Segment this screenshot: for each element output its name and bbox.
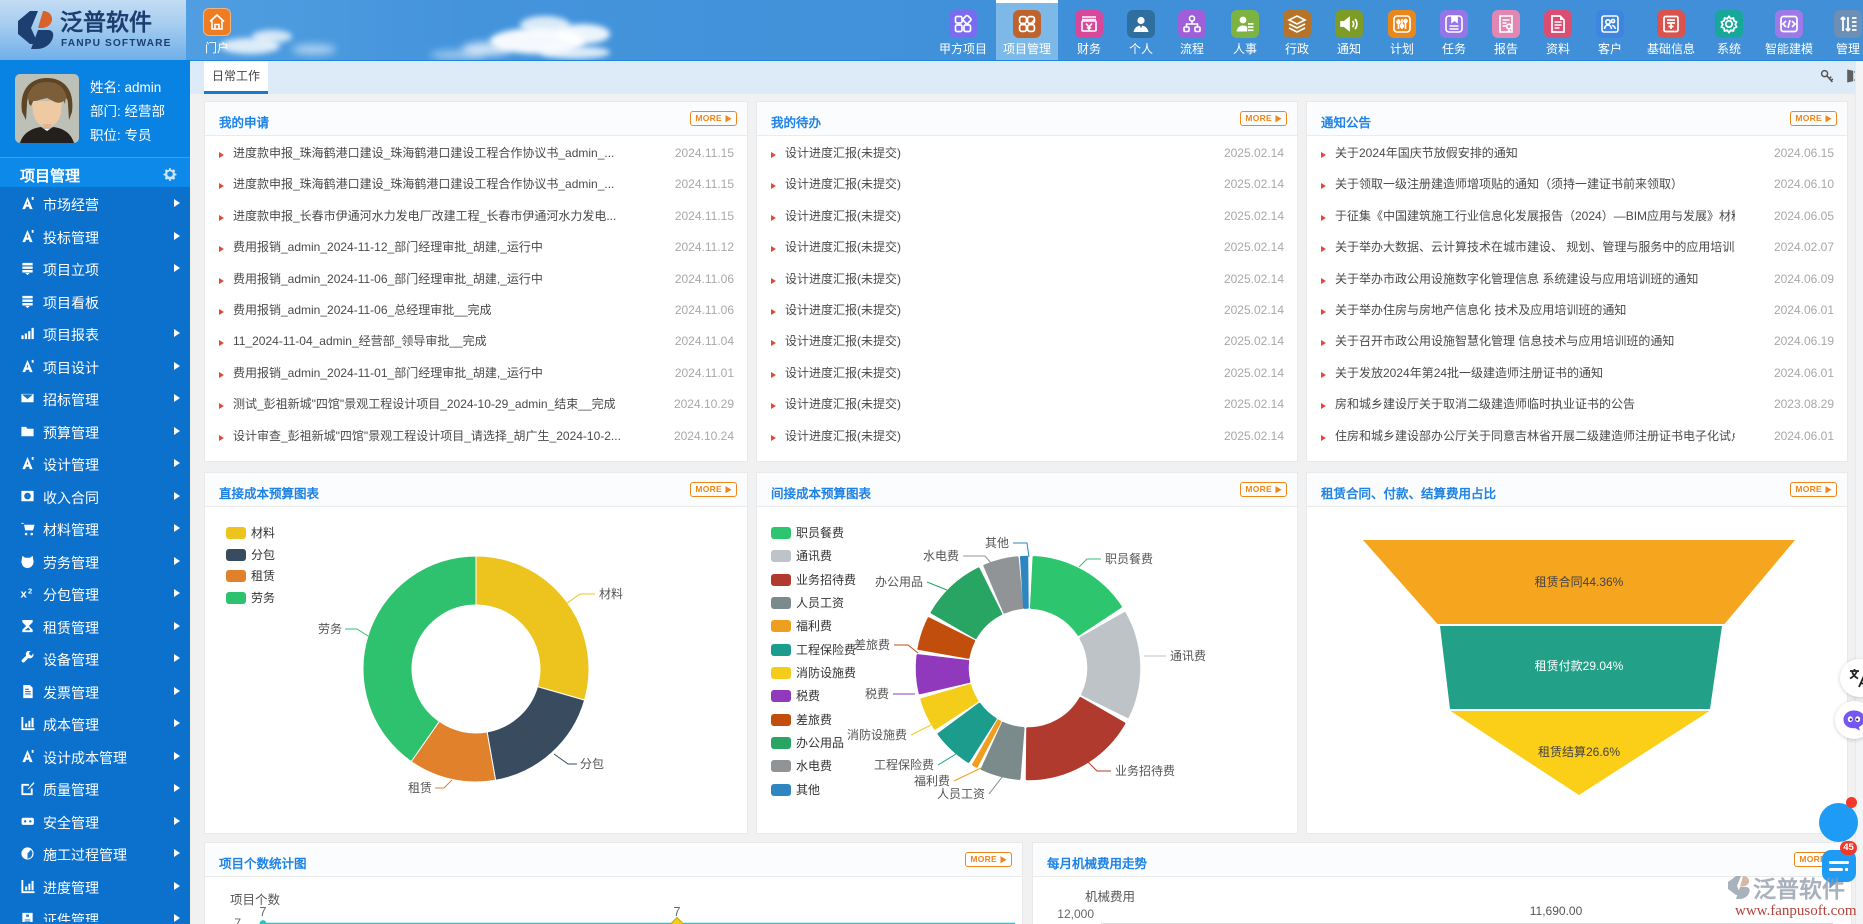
svg-text:7: 7 bbox=[674, 905, 681, 919]
svg-text:租赁结算26.6%: 租赁结算26.6% bbox=[1538, 744, 1620, 759]
svg-text:其他: 其他 bbox=[985, 536, 1009, 550]
svg-text:劳务: 劳务 bbox=[318, 621, 342, 636]
svg-text:税费: 税费 bbox=[865, 687, 889, 701]
svg-text:水电费: 水电费 bbox=[923, 549, 959, 563]
svg-text:租赁合同44.36%: 租赁合同44.36% bbox=[1535, 574, 1624, 589]
svg-text:通讯费: 通讯费 bbox=[1170, 649, 1206, 663]
svg-text:机械费用: 机械费用 bbox=[1085, 889, 1135, 904]
svg-text:泛普软件: 泛普软件 bbox=[60, 9, 152, 35]
svg-text:工程保险费: 工程保险费 bbox=[874, 757, 934, 772]
svg-text:差旅费: 差旅费 bbox=[854, 638, 890, 652]
svg-text:福利费: 福利费 bbox=[914, 773, 950, 788]
svg-text:x: x bbox=[20, 588, 27, 600]
svg-text:办公用品: 办公用品 bbox=[875, 574, 923, 589]
svg-text:FANPU SOFTWARE: FANPU SOFTWARE bbox=[61, 38, 171, 49]
svg-text:租赁: 租赁 bbox=[408, 781, 432, 795]
svg-text:11,690.00: 11,690.00 bbox=[1530, 904, 1583, 918]
svg-text:分包: 分包 bbox=[580, 757, 604, 771]
svg-text:2: 2 bbox=[28, 587, 32, 596]
svg-text:人员工资: 人员工资 bbox=[937, 787, 985, 801]
svg-text:项目个数: 项目个数 bbox=[230, 892, 281, 907]
svg-text:www.fanpusoft.com: www.fanpusoft.com bbox=[1735, 903, 1857, 919]
svg-text:12,000: 12,000 bbox=[1057, 907, 1094, 921]
svg-text:消防设施费: 消防设施费 bbox=[847, 727, 907, 742]
svg-text:7: 7 bbox=[234, 916, 241, 924]
svg-text:职员餐费: 职员餐费 bbox=[1105, 551, 1153, 566]
svg-text:租赁付款29.04%: 租赁付款29.04% bbox=[1535, 659, 1624, 673]
svg-text:泛普软件: 泛普软件 bbox=[1753, 876, 1845, 902]
svg-text:材料: 材料 bbox=[599, 587, 623, 601]
svg-text:7: 7 bbox=[260, 905, 267, 919]
svg-text:业务招待费: 业务招待费 bbox=[1115, 763, 1175, 778]
